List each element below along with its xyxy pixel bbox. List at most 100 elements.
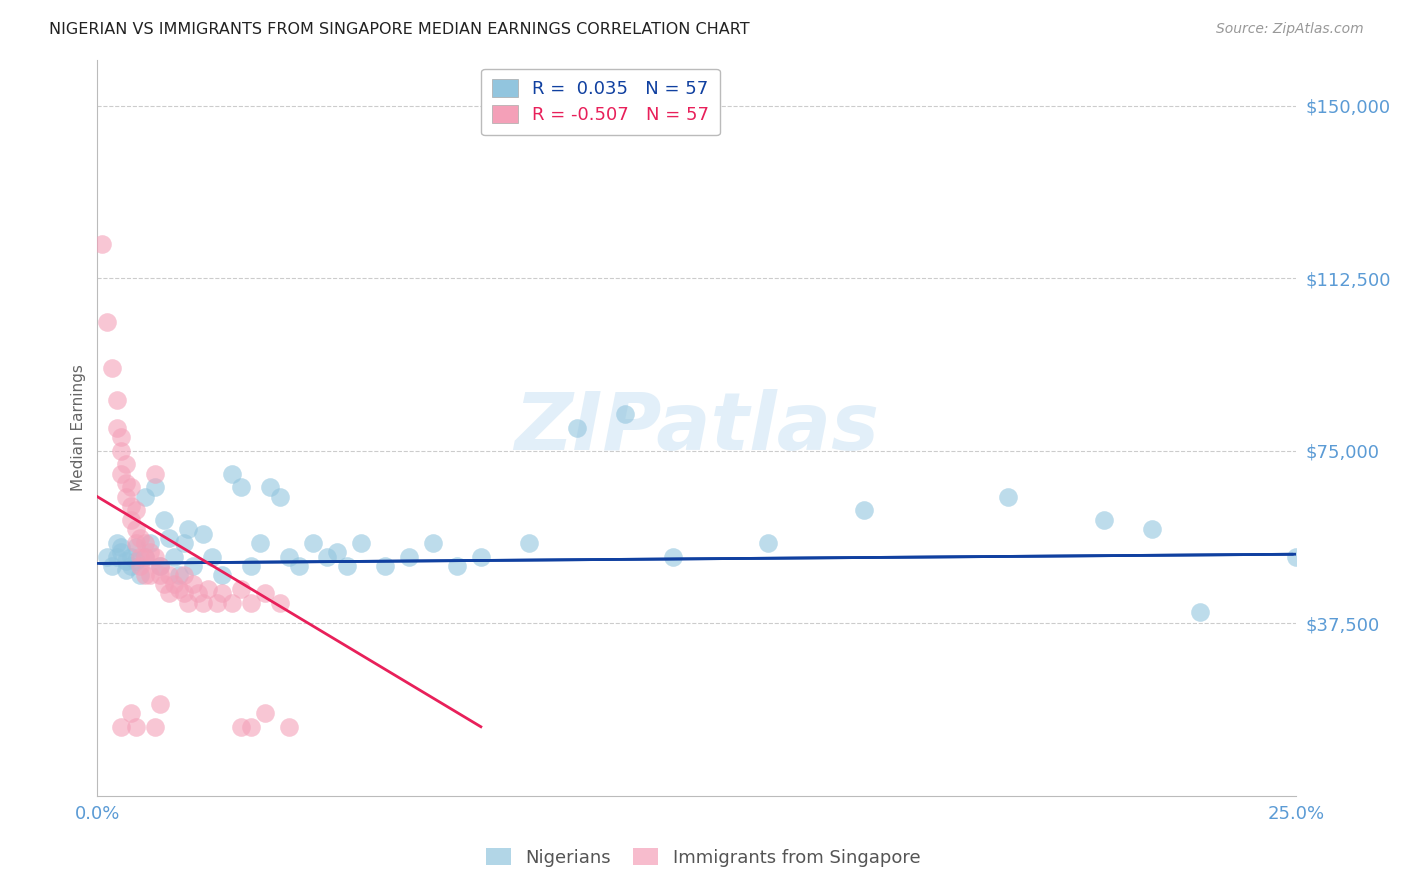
Point bbox=[139, 535, 162, 549]
Point bbox=[125, 522, 148, 536]
Point bbox=[110, 467, 132, 481]
Point bbox=[100, 360, 122, 375]
Point bbox=[173, 535, 195, 549]
Point bbox=[221, 595, 243, 609]
Point bbox=[173, 568, 195, 582]
Point bbox=[143, 720, 166, 734]
Point bbox=[129, 558, 152, 573]
Legend: R =  0.035   N = 57, R = -0.507   N = 57: R = 0.035 N = 57, R = -0.507 N = 57 bbox=[481, 69, 720, 135]
Point bbox=[997, 490, 1019, 504]
Text: Source: ZipAtlas.com: Source: ZipAtlas.com bbox=[1216, 22, 1364, 37]
Point bbox=[187, 586, 209, 600]
Point bbox=[221, 467, 243, 481]
Point bbox=[110, 545, 132, 559]
Point bbox=[120, 481, 142, 495]
Point bbox=[115, 475, 138, 490]
Y-axis label: Median Earnings: Median Earnings bbox=[72, 364, 86, 491]
Text: NIGERIAN VS IMMIGRANTS FROM SINGAPORE MEDIAN EARNINGS CORRELATION CHART: NIGERIAN VS IMMIGRANTS FROM SINGAPORE ME… bbox=[49, 22, 749, 37]
Point bbox=[157, 586, 180, 600]
Point bbox=[134, 549, 156, 564]
Point bbox=[125, 503, 148, 517]
Point bbox=[96, 315, 118, 329]
Point bbox=[211, 586, 233, 600]
Point bbox=[120, 549, 142, 564]
Point bbox=[115, 458, 138, 472]
Point bbox=[259, 481, 281, 495]
Point bbox=[139, 545, 162, 559]
Point bbox=[1092, 513, 1115, 527]
Point bbox=[139, 568, 162, 582]
Point bbox=[110, 430, 132, 444]
Point bbox=[105, 535, 128, 549]
Point bbox=[115, 563, 138, 577]
Point bbox=[269, 490, 291, 504]
Point bbox=[125, 541, 148, 555]
Point bbox=[853, 503, 876, 517]
Point bbox=[191, 526, 214, 541]
Point bbox=[163, 549, 186, 564]
Point bbox=[91, 236, 114, 251]
Point bbox=[374, 558, 396, 573]
Point bbox=[249, 535, 271, 549]
Point bbox=[105, 549, 128, 564]
Point bbox=[96, 549, 118, 564]
Point bbox=[231, 720, 253, 734]
Point bbox=[269, 595, 291, 609]
Point bbox=[153, 513, 176, 527]
Point bbox=[661, 549, 683, 564]
Point bbox=[1140, 522, 1163, 536]
Point bbox=[350, 535, 373, 549]
Point bbox=[201, 549, 224, 564]
Point bbox=[191, 595, 214, 609]
Point bbox=[110, 720, 132, 734]
Point bbox=[239, 558, 262, 573]
Point bbox=[149, 558, 172, 573]
Point bbox=[167, 582, 190, 596]
Point bbox=[149, 558, 172, 573]
Point bbox=[163, 577, 186, 591]
Point bbox=[134, 490, 156, 504]
Point bbox=[316, 549, 339, 564]
Point bbox=[758, 535, 780, 549]
Point bbox=[134, 568, 156, 582]
Point bbox=[167, 568, 190, 582]
Point bbox=[157, 531, 180, 545]
Point bbox=[302, 535, 325, 549]
Point bbox=[239, 720, 262, 734]
Point bbox=[565, 420, 588, 434]
Point bbox=[110, 541, 132, 555]
Point bbox=[143, 467, 166, 481]
Point bbox=[120, 513, 142, 527]
Point bbox=[115, 490, 138, 504]
Point bbox=[422, 535, 444, 549]
Point bbox=[110, 443, 132, 458]
Point bbox=[115, 554, 138, 568]
Point bbox=[125, 554, 148, 568]
Point bbox=[231, 582, 253, 596]
Point bbox=[239, 595, 262, 609]
Point bbox=[134, 549, 156, 564]
Text: ZIPatlas: ZIPatlas bbox=[515, 389, 879, 467]
Point bbox=[134, 535, 156, 549]
Point bbox=[120, 706, 142, 720]
Point bbox=[143, 549, 166, 564]
Point bbox=[153, 577, 176, 591]
Point bbox=[278, 720, 301, 734]
Point bbox=[100, 558, 122, 573]
Point bbox=[231, 481, 253, 495]
Point bbox=[254, 586, 277, 600]
Point bbox=[517, 535, 540, 549]
Point bbox=[181, 558, 204, 573]
Point bbox=[173, 586, 195, 600]
Point bbox=[105, 420, 128, 434]
Point bbox=[120, 499, 142, 513]
Point bbox=[205, 595, 228, 609]
Point bbox=[211, 568, 233, 582]
Point bbox=[1188, 605, 1211, 619]
Point bbox=[149, 568, 172, 582]
Point bbox=[143, 481, 166, 495]
Point bbox=[129, 568, 152, 582]
Point bbox=[613, 407, 636, 421]
Point bbox=[120, 558, 142, 573]
Legend: Nigerians, Immigrants from Singapore: Nigerians, Immigrants from Singapore bbox=[478, 841, 928, 874]
